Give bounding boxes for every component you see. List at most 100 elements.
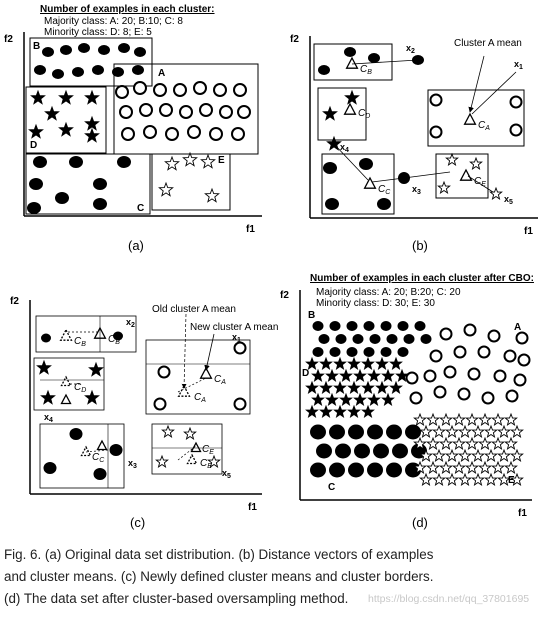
- cluster-a-point: [487, 329, 501, 343]
- panel-d-x-label: f1: [518, 508, 527, 519]
- cluster-a-point: [443, 365, 457, 379]
- mean-cd-label: CD: [358, 108, 370, 120]
- cluster-label-a: A: [158, 68, 165, 79]
- majority-a-point: [121, 127, 135, 141]
- cluster-e-point: [484, 424, 498, 438]
- majority-c-point: [27, 202, 41, 214]
- figure-6: Number of examples in each cluster: Majo…: [4, 4, 538, 530]
- cluster-e-point: [445, 472, 459, 486]
- cluster-a-point: [433, 385, 447, 399]
- panel-a-points: [27, 43, 251, 214]
- cluster-b-point: [363, 347, 375, 357]
- majority-a-point: [219, 105, 233, 119]
- cluster-e-point: [439, 460, 453, 474]
- cluster-c-point: [348, 424, 364, 440]
- cluster-c-point: [373, 443, 389, 459]
- x2-index: 2: [411, 48, 415, 55]
- mean-ce-label: CE: [474, 176, 486, 188]
- majority-b-point: [52, 69, 64, 79]
- new-mean-cd: [60, 393, 72, 405]
- majority-b-point: [34, 65, 46, 75]
- cluster-e-point: [478, 460, 492, 474]
- panel-d-majority: Majority class: A: 20; B:20; C: 20: [316, 287, 461, 298]
- cluster-a-point: [467, 367, 481, 381]
- panel-b-box-b: [313, 43, 393, 81]
- cluster-d-point: [333, 404, 347, 418]
- panel-c-x5: x5: [222, 468, 231, 480]
- cluster-b-point: [403, 334, 415, 344]
- panel-a: Number of examples in each cluster: Majo…: [4, 4, 262, 253]
- majority-a-point: [237, 105, 251, 119]
- panel-d-label: (d): [412, 515, 428, 530]
- majority-c-point: [93, 198, 107, 210]
- panel-c-label: (c): [130, 515, 145, 530]
- cluster-a-point: [457, 387, 471, 401]
- cluster-d-point: [305, 380, 319, 394]
- cluster-d-point: [347, 356, 361, 370]
- cluster-a-point: [505, 389, 519, 403]
- cluster-d-point: [353, 368, 367, 382]
- cluster-c-point: [93, 468, 107, 480]
- cluster-e-point: [452, 460, 466, 474]
- majority-a-point: [119, 105, 133, 119]
- cluster-b-point: [420, 334, 432, 344]
- cluster-c-point: [325, 198, 339, 210]
- cluster-a-point: [157, 365, 171, 379]
- cluster-c-point: [386, 462, 402, 478]
- cluster-c-point: [310, 462, 326, 478]
- cluster-d-point: [88, 361, 104, 377]
- mean-ca-label: CA: [478, 120, 490, 132]
- new-mean-ca: [199, 366, 213, 379]
- cluster-e-point: [497, 448, 511, 462]
- cluster-a-point: [405, 371, 419, 385]
- figure-caption: Fig. 6. (a) Original data set distributi…: [4, 544, 552, 610]
- cluster-b-point: [113, 331, 123, 341]
- cluster-e-point: [426, 460, 440, 474]
- cluster-b-point: [312, 347, 324, 357]
- caption-line-1: Fig. 6. (a) Original data set distributi…: [4, 547, 434, 562]
- panel-c-old-mean: Old cluster A mean: [152, 304, 236, 315]
- majority-a-point: [143, 125, 157, 139]
- majority-b-point: [118, 43, 130, 53]
- cluster-c-point: [386, 424, 402, 440]
- cluster-b-point: [369, 334, 381, 344]
- cluster-e-point: [413, 436, 427, 450]
- cluster-d-point: [36, 359, 52, 375]
- mean-cb-label: CB: [360, 64, 372, 76]
- cluster-d-point: [361, 404, 375, 418]
- old-mean-cc: [80, 445, 92, 457]
- panel-b-x2: x2: [406, 43, 415, 55]
- cluster-d-point: [333, 356, 347, 370]
- cluster-e-point: [510, 448, 524, 462]
- cluster-b-point: [397, 321, 409, 331]
- panel-d-cluster-c: C: [328, 482, 335, 493]
- new-mean-ce-label: CE: [202, 444, 214, 456]
- cluster-e-point: [432, 424, 446, 438]
- cluster-e-point: [445, 152, 459, 166]
- cluster-b-point: [363, 321, 375, 331]
- cluster-a-point: [493, 369, 507, 383]
- mean-cc-label: CC: [378, 184, 391, 196]
- majority-b-point: [92, 65, 104, 75]
- panel-c-new-mean: New cluster A mean: [190, 322, 278, 333]
- cluster-box-e: [151, 153, 231, 211]
- minority-d-point: [84, 127, 100, 143]
- cluster-b-point: [329, 321, 341, 331]
- cluster-d-point: [381, 368, 395, 382]
- minority-d-point: [58, 89, 74, 105]
- mean-cd: [343, 102, 357, 115]
- cluster-e-point: [484, 448, 498, 462]
- cluster-e-point: [439, 412, 453, 426]
- cluster-b-point: [335, 334, 347, 344]
- cluster-c-point: [335, 443, 351, 459]
- cluster-e-point: [465, 412, 479, 426]
- cluster-b-point: [41, 333, 51, 343]
- cluster-a-point: [423, 369, 437, 383]
- majority-b-point: [42, 47, 54, 57]
- cluster-b-point: [397, 347, 409, 357]
- mean-cc: [363, 176, 377, 189]
- panel-b-points: CB CD CA CC CE: [318, 47, 523, 210]
- cluster-d-point: [375, 380, 389, 394]
- cluster-e-point: [432, 472, 446, 486]
- cluster-e-point: [445, 448, 459, 462]
